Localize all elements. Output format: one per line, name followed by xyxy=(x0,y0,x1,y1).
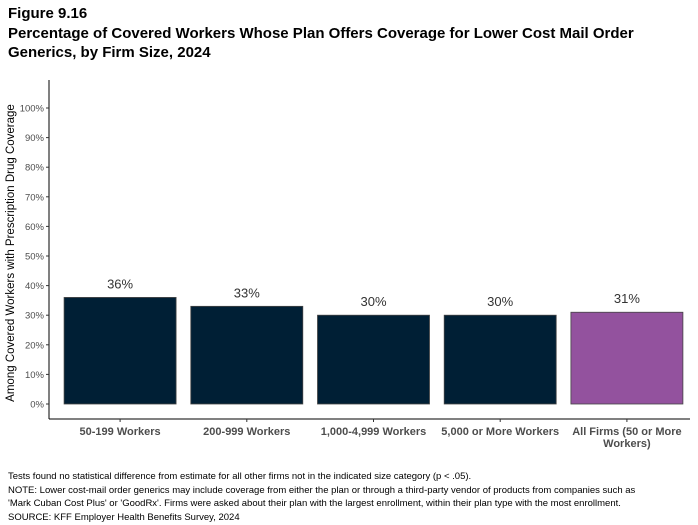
y-axis-label: Among Covered Workers with Prescription … xyxy=(5,104,17,402)
figure-label: Figure 9.16 xyxy=(8,5,88,22)
bar xyxy=(570,311,684,405)
y-tick-label: 30% xyxy=(25,311,45,322)
note-line: Tests found no statistical difference fr… xyxy=(8,471,472,482)
notes: Tests found no statistical difference fr… xyxy=(8,470,635,525)
note-line: 'Mark Cuban Cost Plus' or 'GoodRx'. Firm… xyxy=(8,498,621,510)
bar xyxy=(443,314,557,405)
y-tick-label: 100% xyxy=(20,104,45,115)
data-label: 31% xyxy=(614,291,640,306)
source-line: SOURCE: KFF Employer Health Benefits Sur… xyxy=(8,512,240,524)
chart-title: Percentage of Covered Workers Whose Plan… xyxy=(8,25,634,61)
x-tick-label: 200-999 Workers xyxy=(203,426,290,438)
x-tick-label: 1,000-4,999 Workers xyxy=(321,426,427,438)
x-tick-label: 50-199 Workers xyxy=(80,426,161,438)
y-tick-label: 40% xyxy=(25,281,45,292)
bar xyxy=(317,314,430,405)
y-tick-label: 70% xyxy=(25,192,45,203)
data-label: 30% xyxy=(360,294,386,309)
y-tick-label: 80% xyxy=(25,163,45,174)
x-tick-label: All Firms (50 or More xyxy=(572,426,681,438)
bar-chart: 0% 10% 20% 30% 40% 50% 60% 70% 80% 90% 100%Among C… xyxy=(5,80,690,450)
y-tick-label: 0% xyxy=(30,400,44,411)
data-label: 33% xyxy=(234,285,260,300)
x-tick-label: 5,000 or More Workers xyxy=(441,426,559,438)
data-label: 30% xyxy=(487,294,513,309)
y-tick-label: 60% xyxy=(25,222,45,233)
bar xyxy=(190,305,304,405)
note-line: NOTE: Lower cost-mail order generics may… xyxy=(8,484,636,496)
y-tick-label: 20% xyxy=(25,340,45,351)
y-tick-label: 10% xyxy=(25,370,45,381)
data-label: 36% xyxy=(107,276,133,291)
y-tick-label: 50% xyxy=(25,252,45,263)
y-tick-label: 90% xyxy=(25,133,45,144)
x-tick-label: Workers) xyxy=(603,438,651,450)
bar xyxy=(63,297,177,405)
